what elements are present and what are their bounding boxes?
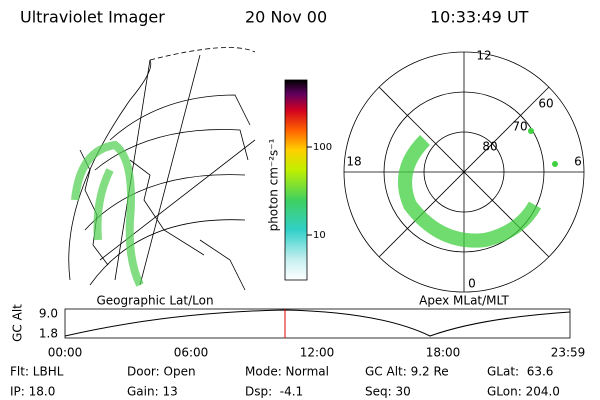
mlat-label: 70 [512,120,527,134]
alt-xtick: 12:00 [300,346,335,360]
alt-xtick: 00:00 [48,346,83,360]
mlt-label: 6 [574,155,582,169]
polar-aurora [398,135,542,248]
right-caption: Apex MLat/MLT [419,294,509,308]
mlt-label: 18 [346,155,361,169]
alt-frame [64,308,571,339]
polar-spot [528,128,534,134]
alt-ytick: 9.0 [39,307,58,321]
alt-ytick: 1.8 [39,327,58,341]
instrument: Ultraviolet Imager [20,8,165,27]
info-item: IP: 18.0 [10,385,55,399]
geo-map [68,47,256,291]
info-item: GLat: 63.6 [487,365,553,379]
time: 10:33:49 UT [430,8,529,27]
mlt-label: 12 [476,49,491,63]
colorbar-label: photon cm⁻²s⁻¹ [267,138,281,231]
mlat-label: 60 [538,97,553,111]
info-item: Flt: LBHL [10,365,64,379]
colorbar-tick-label: 100 [313,142,332,153]
date: 20 Nov 00 [245,8,327,27]
info-item: Seq: 30 [365,385,411,399]
geo-aurora [71,140,144,287]
info-item: Door: Open [127,365,196,379]
polar-spot [552,161,558,167]
alt-curve [64,309,571,337]
info-item: Dsp: -4.1 [245,385,303,399]
info-item: Gain: 13 [127,385,178,399]
color-bar [284,79,308,281]
info-item: Mode: Normal [245,365,329,379]
colorbar-tick-label: 10 [313,230,326,241]
info-item: GLon: 204.0 [487,385,560,399]
mlt-label: 0 [468,277,476,291]
info-item: GC Alt: 9.2 Re [365,365,449,379]
alt-ylabel: GC Alt [11,304,25,342]
alt-xtick: 18:00 [426,346,461,360]
alt-xtick: 06:00 [174,346,209,360]
mlat-label: 80 [482,140,497,154]
info: Flt: LBHL Door: Open Mode: Normal GC Alt… [10,365,560,399]
alt-xtick: 23:59 [551,346,586,360]
left-caption: Geographic Lat/Lon [96,294,213,308]
polar-grid [343,51,585,293]
